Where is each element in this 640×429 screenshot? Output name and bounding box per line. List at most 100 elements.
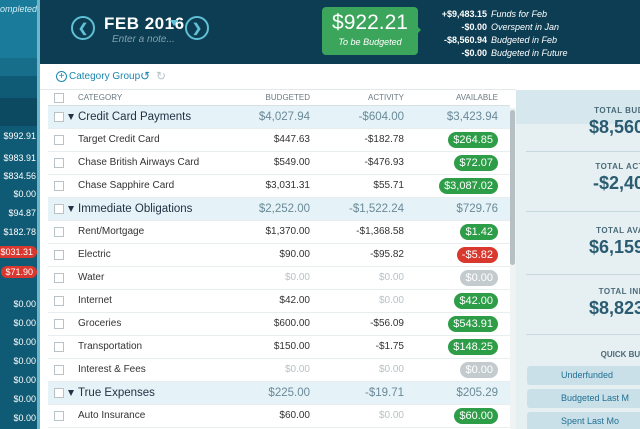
budgeted-amount[interactable]: $90.00 <box>279 249 310 260</box>
category-name[interactable]: Internet <box>78 295 112 306</box>
category-row[interactable]: Auto Insurance $60.00 $0.00 $60.00 <box>48 405 510 428</box>
available-balance-pill[interactable]: $0.00 <box>460 362 498 378</box>
next-month-button[interactable]: ❯ <box>185 16 209 40</box>
category-group-row[interactable]: Immediate Obligations $2,252.00 -$1,522.24… <box>48 198 510 221</box>
budgeted-amount[interactable]: $60.00 <box>279 410 310 421</box>
month-dropdown-icon[interactable] <box>170 20 178 26</box>
month-note-input[interactable]: Enter a note... <box>112 34 175 45</box>
undo-icon[interactable]: ↺ <box>140 69 151 83</box>
category-group-name[interactable]: Immediate Obligations <box>78 203 193 215</box>
quick-budget-budgeted-last-month-button[interactable]: Budgeted Last M <box>527 389 640 408</box>
category-group-row[interactable]: True Expenses $225.00 -$19.71 $205.29 <box>48 382 510 405</box>
row-checkbox[interactable] <box>54 250 64 260</box>
activity-amount[interactable]: $0.00 <box>378 364 404 375</box>
row-checkbox[interactable] <box>54 181 64 191</box>
budgeted-amount[interactable]: $1,370.00 <box>265 226 311 237</box>
activity-amount[interactable]: -$182.78 <box>364 134 404 145</box>
available-balance-pill[interactable]: -$5.82 <box>456 247 498 263</box>
column-header-activity[interactable]: ACTIVITY <box>367 93 404 102</box>
sidebar-resize-handle[interactable] <box>37 0 40 429</box>
collapse-caret-icon[interactable] <box>68 206 74 212</box>
category-row[interactable]: Internet $42.00 $0.00 $42.00 <box>48 290 510 313</box>
activity-amount[interactable]: -$95.82 <box>370 249 404 260</box>
row-checkbox[interactable] <box>54 319 64 329</box>
category-name[interactable]: Water <box>78 272 105 283</box>
category-name[interactable]: Auto Insurance <box>78 410 146 421</box>
row-checkbox[interactable] <box>54 112 64 122</box>
available-balance-pill[interactable]: $543.91 <box>448 316 498 332</box>
category-group-name[interactable]: Credit Card Payments <box>78 111 192 123</box>
category-row[interactable]: Chase Sapphire Card $3,031.31 $55.71 $3,087… <box>48 175 510 198</box>
prev-month-button[interactable]: ❮ <box>71 16 95 40</box>
category-row[interactable]: Groceries $600.00 -$56.09 $543.91 <box>48 313 510 336</box>
category-group-row[interactable]: Credit Card Payments $4,027.94 -$604.00 $3,… <box>48 106 510 129</box>
row-checkbox[interactable] <box>54 342 64 352</box>
category-name[interactable]: Transportation <box>78 341 143 352</box>
activity-amount[interactable]: -$1,368.58 <box>356 226 404 237</box>
activity-amount[interactable]: -$1.75 <box>375 341 404 352</box>
category-row[interactable]: Transportation $150.00 -$1.75 $148.25 <box>48 336 510 359</box>
budgeted-amount[interactable]: $0.00 <box>284 272 310 283</box>
budgeted-amount[interactable]: $600.00 <box>273 318 310 329</box>
add-category-group-button[interactable]: + Category Group <box>56 71 140 82</box>
category-name[interactable]: Electric <box>78 249 111 260</box>
category-name[interactable]: Chase Sapphire Card <box>78 180 175 191</box>
row-checkbox[interactable] <box>54 204 64 214</box>
row-checkbox[interactable] <box>54 365 64 375</box>
sidebar-account-balance: $0.00 <box>13 318 36 328</box>
budgeted-amount[interactable]: $42.00 <box>279 295 310 306</box>
budgeted-amount[interactable]: $3,031.31 <box>265 180 311 191</box>
budgeted-amount[interactable]: $150.00 <box>273 341 310 352</box>
available-balance-pill[interactable]: $60.00 <box>454 408 498 424</box>
sidebar-selected-item[interactable] <box>0 98 40 126</box>
sidebar-account-balance: $182.78 <box>3 227 36 237</box>
quick-budget-spent-last-month-button[interactable]: Spent Last Mo <box>527 412 640 429</box>
category-row[interactable]: Target Credit Card $447.63 -$182.78 $264.85 <box>48 129 510 152</box>
budgeted-amount[interactable]: $447.63 <box>273 134 310 145</box>
row-checkbox[interactable] <box>54 411 64 421</box>
month-label[interactable]: FEB 2016 <box>104 14 185 33</box>
category-name[interactable]: Target Credit Card <box>78 134 160 145</box>
select-all-checkbox[interactable] <box>54 93 64 103</box>
category-row[interactable]: Water $0.00 $0.00 $0.00 <box>48 267 510 290</box>
redo-icon[interactable]: ↻ <box>156 69 167 83</box>
available-balance-pill[interactable]: $1.42 <box>460 224 498 240</box>
available-balance-pill[interactable]: $148.25 <box>448 339 498 355</box>
table-scrollbar-track[interactable] <box>510 108 516 429</box>
row-checkbox[interactable] <box>54 273 64 283</box>
row-checkbox[interactable] <box>54 158 64 168</box>
category-name[interactable]: Rent/Mortgage <box>78 226 145 237</box>
column-header-available[interactable]: AVAILABLE <box>456 93 498 102</box>
collapse-caret-icon[interactable] <box>68 114 74 120</box>
row-checkbox[interactable] <box>54 296 64 306</box>
table-scrollbar-thumb[interactable] <box>510 110 515 265</box>
available-balance-pill[interactable]: $42.00 <box>454 293 498 309</box>
activity-amount[interactable]: $0.00 <box>378 410 404 421</box>
activity-amount[interactable]: -$56.09 <box>370 318 404 329</box>
category-name[interactable]: Groceries <box>78 318 122 329</box>
row-checkbox[interactable] <box>54 135 64 145</box>
category-row[interactable]: Electric $90.00 -$95.82 -$5.82 <box>48 244 510 267</box>
category-name[interactable]: Interest & Fees <box>78 364 146 375</box>
category-row[interactable]: Rent/Mortgage $1,370.00 -$1,368.58 $1.42 <box>48 221 510 244</box>
available-balance-pill[interactable]: $72.07 <box>454 155 498 171</box>
available-balance-pill[interactable]: $3,087.02 <box>439 178 498 194</box>
category-group-name[interactable]: True Expenses <box>78 387 155 399</box>
collapse-caret-icon[interactable] <box>68 390 74 396</box>
row-checkbox[interactable] <box>54 388 64 398</box>
category-row[interactable]: Interest & Fees $0.00 $0.00 $0.00 <box>48 359 510 382</box>
available-balance-pill[interactable]: $264.85 <box>448 132 498 148</box>
column-header-category[interactable]: CATEGORY <box>78 93 123 102</box>
activity-amount[interactable]: $0.00 <box>378 272 404 283</box>
column-header-budgeted[interactable]: BUDGETED <box>265 93 310 102</box>
activity-amount[interactable]: $0.00 <box>378 295 404 306</box>
row-checkbox[interactable] <box>54 227 64 237</box>
activity-amount[interactable]: -$476.93 <box>364 157 404 168</box>
budgeted-amount[interactable]: $549.00 <box>273 157 310 168</box>
available-balance-pill[interactable]: $0.00 <box>460 270 498 286</box>
activity-amount[interactable]: $55.71 <box>373 180 404 191</box>
budgeted-amount[interactable]: $0.00 <box>284 364 310 375</box>
category-row[interactable]: Chase British Airways Card $549.00 -$476.9… <box>48 152 510 175</box>
quick-budget-underfunded-button[interactable]: Underfunded <box>527 366 640 385</box>
category-name[interactable]: Chase British Airways Card <box>78 157 200 168</box>
